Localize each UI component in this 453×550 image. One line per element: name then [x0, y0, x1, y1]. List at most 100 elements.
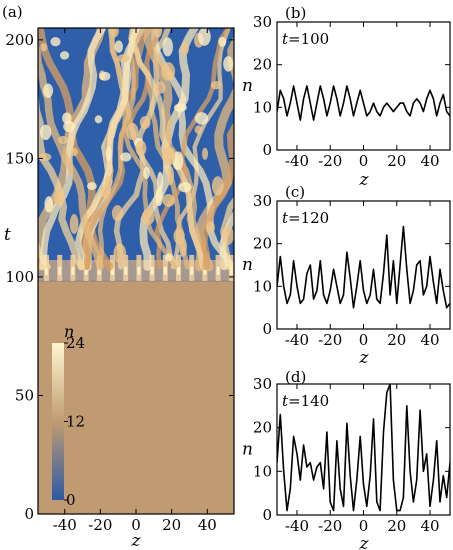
heatmap-blob: [39, 124, 52, 140]
panel-a-xlabel: z: [131, 531, 142, 550]
ytick-label: 30: [253, 375, 272, 393]
xtick-label: 0: [359, 517, 369, 535]
heatmap-filament: [219, 209, 234, 271]
heatmap-blob: [173, 103, 187, 112]
xtick-label: 20: [387, 331, 406, 349]
time-annotation: t=140: [282, 392, 329, 410]
heatmap-blob: [166, 166, 175, 186]
xtick-label: 0: [359, 152, 369, 170]
heatmap-streak-core: [150, 266, 154, 275]
heatmap-blob: [202, 147, 209, 160]
heatmap-blob: [165, 253, 173, 262]
heatmap-blob: [178, 182, 192, 193]
heatmap-blob: [154, 81, 166, 94]
heatmap-uniform-region: [38, 280, 234, 514]
colorbar-ticks: 0 12 24: [64, 334, 85, 509]
xtick-label: 40: [420, 152, 439, 170]
ytick-label: 30: [253, 13, 272, 31]
panel-a-xtick-label: 40: [198, 516, 217, 534]
heatmap-filament: [128, 28, 206, 270]
panel-a-xtick-label: 0: [131, 516, 141, 534]
heatmap-area: [38, 28, 234, 514]
xtick-label: -40: [285, 331, 309, 349]
heatmap-blob: [62, 112, 72, 124]
panel-a-ytick-label: 200: [5, 31, 34, 49]
panel-d: -40 -20 0 20 40 0 10 20 30 (d) t=140 n z: [242, 368, 451, 550]
heatmap-blob: [111, 205, 124, 222]
heatmap-streak-core: [137, 266, 141, 275]
heatmap-blob: [104, 175, 113, 187]
heatmap-blob: [153, 28, 163, 38]
heatmap-blob: [180, 42, 190, 55]
heatmap-blob: [221, 225, 234, 246]
panel-a-ytick-label: 100: [5, 268, 34, 286]
ytick-label: 30: [253, 192, 272, 210]
heatmap-pattern: [38, 28, 234, 281]
xlabel: z: [359, 534, 370, 550]
heatmap-blob: [58, 135, 69, 145]
heatmap-blob: [44, 196, 54, 213]
heatmap-blob: [70, 147, 78, 157]
xtick-label: -40: [285, 152, 309, 170]
heatmap-blob: [87, 182, 97, 191]
heatmap-blob: [105, 146, 112, 161]
panel-a-axes: -40 -20 0 20 40 0 50 100 150 200: [5, 28, 234, 534]
heatmap-blob: [94, 115, 103, 124]
ytick-label: 20: [253, 56, 272, 74]
series-line-c: [277, 225, 450, 309]
xlabel: z: [359, 170, 370, 190]
heatmap-blob: [205, 221, 215, 234]
heatmap-streak-core: [58, 266, 62, 275]
heatmap-blob: [109, 28, 119, 38]
heatmap-blob: [135, 140, 147, 157]
heatmap-filament: [38, 42, 104, 271]
panel-a-ylabel: t: [4, 225, 11, 245]
ytick-label: 10: [253, 98, 272, 116]
panel-a-ytick-label: 0: [24, 505, 34, 523]
heatmap-blob: [69, 214, 79, 234]
heatmap-filament: [194, 35, 234, 272]
heatmap-blob: [38, 152, 52, 162]
heatmap-filament: [39, 28, 107, 271]
ytick-label: 0: [262, 141, 272, 159]
colorbar-tick-label: 24: [66, 334, 85, 352]
heatmap-streak-core: [177, 266, 180, 275]
panel-label: (c): [285, 183, 305, 201]
panel-label: (d): [285, 368, 306, 386]
heatmap-blob: [194, 125, 203, 135]
xtick-label: -20: [318, 152, 342, 170]
panel-a-xtick-label: -40: [53, 516, 77, 534]
heatmap-streak-core: [203, 266, 207, 275]
panel-label: (b): [285, 4, 306, 22]
heatmap-blob: [126, 122, 139, 140]
heatmap-blob: [162, 193, 175, 207]
heatmap-blob: [114, 40, 123, 53]
xtick-label: -40: [285, 517, 309, 535]
heatmap-blob: [223, 56, 234, 72]
heatmap-blob: [218, 36, 227, 47]
heatmap-streak-core: [163, 266, 167, 275]
ytick-label: 0: [262, 506, 272, 524]
heatmap-filament: [154, 28, 232, 270]
ytick-label: 20: [253, 235, 272, 253]
heatmap-filament: [38, 93, 85, 271]
heatmap-filament: [110, 28, 178, 270]
heatmap-blob: [139, 116, 151, 129]
heatmap-streak-core: [124, 266, 128, 275]
panel-c: -40 -20 0 20 40 0 10 20 30 (c) t=120 n z: [242, 183, 451, 368]
ytick-label: 10: [253, 462, 272, 480]
time-annotation: t=100: [282, 30, 329, 48]
ylabel: n: [242, 76, 253, 96]
heatmap-blob: [161, 62, 176, 81]
heatmap-blob: [53, 189, 65, 206]
heatmap-blob: [155, 187, 163, 207]
panel-a-xtick-label: -20: [88, 516, 112, 534]
heatmap-streak-core: [111, 266, 114, 275]
panel-a-ytick-label: 150: [5, 149, 34, 167]
colorbar-tick-label: 0: [66, 491, 76, 509]
heatmap-streak-core: [71, 266, 75, 275]
heatmap-blob: [99, 71, 111, 81]
panel-a-label: (a): [2, 3, 23, 21]
heatmap-blob: [194, 112, 209, 125]
heatmap-streak-core: [229, 266, 233, 275]
